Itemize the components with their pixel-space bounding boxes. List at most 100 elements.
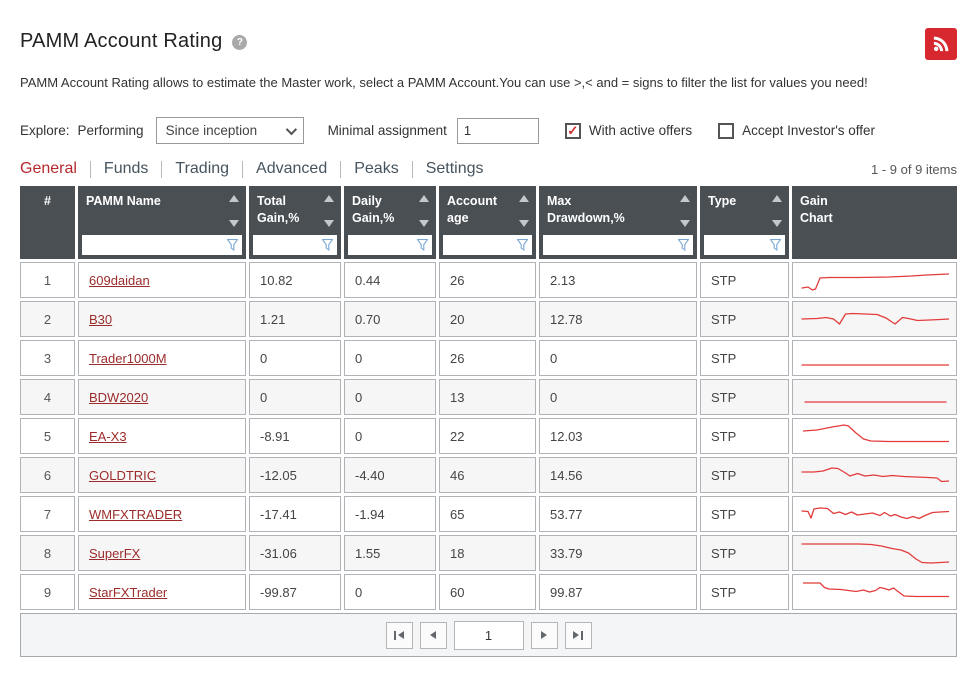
filter-box-account_age [443,235,532,255]
cell-account_age: 26 [439,262,536,298]
filter-input-name[interactable] [82,237,227,253]
minimal-assignment-input[interactable] [456,117,539,144]
help-icon[interactable]: ? [232,35,248,50]
tab-peaks[interactable]: Peaks [354,160,399,177]
pagination-prev-button[interactable] [419,621,447,649]
period-select-value: Since inception [165,123,258,138]
column-header-name[interactable]: PAMM Name [78,186,246,259]
tab-trading[interactable]: Trading [175,160,230,177]
checkbox-group: ✓ With active offers Accept Investor's off… [539,122,876,139]
pamm-account-link[interactable]: BDW2020 [89,389,149,405]
pamm-account-link[interactable]: 609daidan [89,272,150,288]
filter-input-daily_gain[interactable] [348,237,417,253]
pamm-account-link[interactable]: B30 [89,311,113,327]
tab-separator [340,160,342,178]
pamm-account-link[interactable]: StarFXTrader [89,584,168,600]
column-header-max_drawdown[interactable]: Max Drawdown,% [539,186,697,259]
tab-settings[interactable]: Settings [425,160,484,177]
checkbox-unchecked-icon[interactable] [718,122,735,139]
checkbox-label: Accept Investor's offer [742,123,876,138]
pamm-account-link[interactable]: WMFXTRADER [89,506,183,522]
sort-asc-icon[interactable] [324,195,334,202]
cell-name: EA-X3 [78,418,246,454]
tabs-row: General Funds Trading Advanced Peaks Settings… [20,160,957,178]
cell-type: STP [700,379,789,415]
cell-index: 3 [20,340,75,376]
column-header-type[interactable]: Type [700,186,789,259]
page-description: PAMM Account Rating allows to estimate t… [20,75,868,90]
cell-account_age: 65 [439,496,536,532]
cell-type: STP [700,340,789,376]
column-header-daily_gain[interactable]: Daily Gain,% [344,186,436,259]
cell-total_gain: 0 [249,379,341,415]
filter-input-type[interactable] [704,237,770,253]
sort-asc-icon[interactable] [419,195,429,202]
cell-daily_gain: -4.40 [344,457,436,493]
cell-type: STP [700,457,789,493]
filter-funnel-icon[interactable] [322,239,333,251]
rss-icon[interactable] [925,28,957,60]
checkbox-checked-icon[interactable]: ✓ [564,122,581,139]
sort-desc-icon[interactable] [229,220,239,227]
sort-asc-icon[interactable] [229,195,239,202]
sort-desc-icon[interactable] [419,220,429,227]
pagination-bar [20,613,957,657]
column-header-account_age[interactable]: Account age [439,186,536,259]
cell-name: SuperFX [78,535,246,571]
sort-desc-icon[interactable] [324,220,334,227]
sort-desc-icon[interactable] [680,220,690,227]
tab-advanced[interactable]: Advanced [256,160,328,177]
cell-gain-chart [792,262,957,298]
tab-separator [242,160,244,178]
pamm-account-link[interactable]: Trader1000M [89,350,167,366]
period-select[interactable]: Since inception [155,117,304,144]
cell-account_age: 13 [439,379,536,415]
sort-desc-icon[interactable] [772,220,782,227]
tabs: General Funds Trading Advanced Peaks Settings [20,160,484,178]
filter-box-daily_gain [348,235,432,255]
cell-max_drawdown: 12.78 [539,301,697,337]
checkbox-accept-investor-s-offer[interactable]: Accept Investor's offer [718,122,876,139]
filter-funnel-icon[interactable] [227,239,238,251]
cell-gain-chart [792,379,957,415]
cell-daily_gain: 0 [344,340,436,376]
pagination-first-button[interactable] [385,621,413,649]
tab-funds[interactable]: Funds [103,160,149,177]
sort-arrows [324,195,334,227]
cell-daily_gain: 1.55 [344,535,436,571]
tab-general[interactable]: General [20,160,77,177]
pagination-next-button[interactable] [530,621,558,649]
filter-funnel-icon[interactable] [417,239,428,251]
pamm-account-link[interactable]: GOLDTRIC [89,467,157,483]
sort-desc-icon[interactable] [519,220,529,227]
page-header: PAMM Account Rating ? [20,30,957,53]
pamm-account-link[interactable]: SuperFX [89,545,141,561]
cell-max_drawdown: 0 [539,379,697,415]
sort-asc-icon[interactable] [772,195,782,202]
sort-asc-icon[interactable] [519,195,529,202]
filter-input-max_drawdown[interactable] [543,237,678,253]
table-row: 5 EA-X3 -8.91 0 22 12.03 STP [20,418,957,454]
pagination-page-input[interactable] [453,620,524,650]
cell-gain-chart [792,418,957,454]
filter-input-account_age[interactable] [443,237,517,253]
sort-asc-icon[interactable] [680,195,690,202]
table-row: 8 SuperFX -31.06 1.55 18 33.79 STP [20,535,957,571]
filter-funnel-icon[interactable] [770,239,781,251]
pagination-last-button[interactable] [564,621,592,649]
column-label: Gain Chart [800,194,833,225]
table-row: 2 B30 1.21 0.70 20 12.78 STP [20,301,957,337]
filter-input-total_gain[interactable] [253,237,322,253]
page-title: PAMM Account Rating [20,30,223,52]
filter-box-type [704,235,785,255]
cell-total_gain: 0 [249,340,341,376]
cell-name: GOLDTRIC [78,457,246,493]
cell-total_gain: 10.82 [249,262,341,298]
pamm-account-link[interactable]: EA-X3 [89,428,127,444]
filter-funnel-icon[interactable] [517,239,528,251]
checkbox-with-active-offers[interactable]: ✓ With active offers [564,122,692,139]
filter-funnel-icon[interactable] [678,239,689,251]
column-header-total_gain[interactable]: Total Gain,% [249,186,341,259]
cell-type: STP [700,535,789,571]
